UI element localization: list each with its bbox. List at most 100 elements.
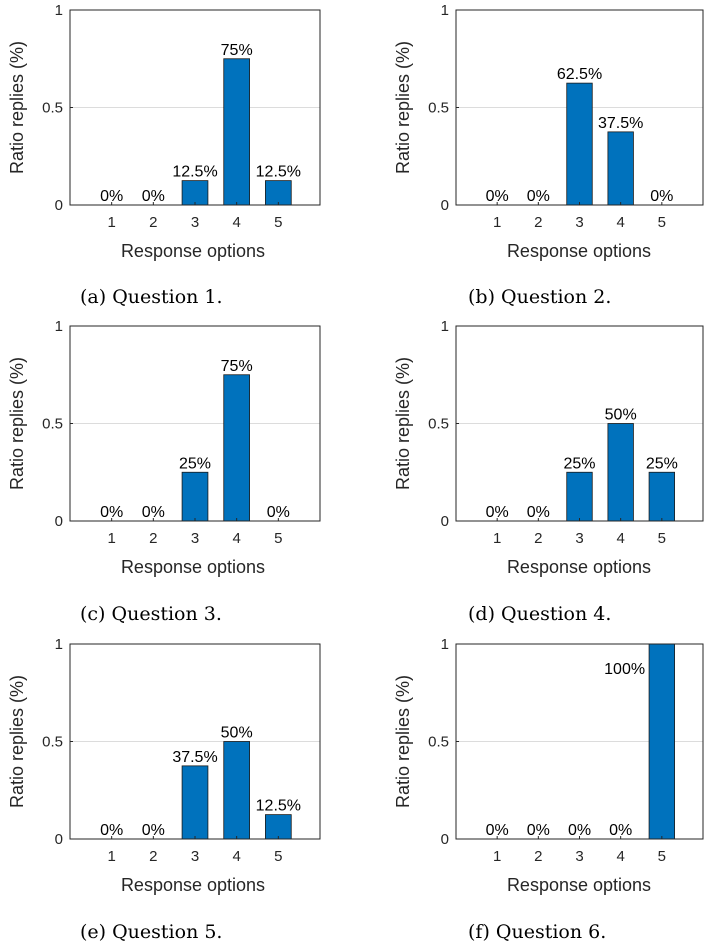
x-axis-label: Response options — [507, 241, 651, 261]
bar-3 — [181, 180, 209, 206]
y-tick-label: 1 — [441, 318, 449, 335]
bar-4 — [607, 131, 634, 206]
subfigure-caption: (b) Question 2. — [468, 286, 611, 308]
x-tick-label: 4 — [232, 848, 240, 865]
x-tick-label: 1 — [493, 848, 501, 865]
x-tick-label: 5 — [658, 214, 666, 231]
x-tick-label: 1 — [493, 530, 501, 547]
x-tick-label: 1 — [493, 214, 501, 231]
data-label: 0% — [100, 822, 123, 839]
x-tick-label: 1 — [107, 848, 115, 865]
data-label: 75% — [221, 42, 253, 59]
bar-4 — [223, 741, 250, 840]
x-axis-label: Response options — [121, 875, 265, 895]
y-tick-label: 0.5 — [42, 100, 63, 117]
x-tick-label: 3 — [191, 848, 199, 865]
chart-panel-4: 00.511 2 3 4 50% 0%25%50%25%Response optionsR… — [393, 318, 704, 625]
y-tick-label: 0 — [55, 197, 63, 214]
y-axis-label: Ratio replies (%) — [7, 675, 27, 808]
x-tick-label: 2 — [534, 214, 542, 231]
data-label: 0% — [527, 504, 550, 521]
chart-panel-3: 0 0.5 1 1 2 3 4 5 0% 0% 25% 75% 0% Response options Ra… — [7, 318, 321, 625]
subfigure-caption: (f) Question 6. — [468, 921, 606, 943]
data-label: 0% — [267, 504, 290, 521]
subfigure-caption: (d) Question 4. — [468, 603, 611, 625]
bar-4 — [607, 423, 634, 522]
data-label: 0% — [142, 504, 165, 521]
data-label: 0% — [142, 188, 165, 205]
chart-panel-6: 0 0.5 1 1 2 3 4 5 0% 0% 0% 0% 100% Response options Ra… — [393, 636, 704, 943]
chart-panel-1: 0 0.5 1 1 2 3 4 5 0% 0% 12.5% 75% 12.5% Response opti… — [7, 2, 321, 308]
x-tick-label: 4 — [616, 214, 624, 231]
x-tick-label: 4 — [616, 848, 624, 865]
data-label: 0% — [527, 188, 550, 205]
data-label: 0% — [486, 188, 509, 205]
bar-5 — [648, 643, 675, 840]
x-tick-label: 5 — [274, 530, 282, 547]
data-label: 0% — [100, 188, 123, 205]
y-tick-label: 1 — [441, 2, 449, 19]
y-tick-label: 0.5 — [428, 416, 449, 433]
data-label: 0% — [486, 822, 509, 839]
y-tick-label: 0 — [441, 831, 449, 848]
bar-3 — [181, 765, 209, 840]
subfigure-caption: (e) Question 5. — [80, 921, 222, 943]
data-label: 37.5% — [598, 115, 643, 132]
subfigure-caption: (a) Question 1. — [80, 286, 223, 308]
y-tick-label: 0.5 — [42, 416, 63, 433]
y-axis-label: Ratio replies (%) — [393, 675, 413, 808]
x-tick-label: 2 — [149, 848, 157, 865]
data-label: 12.5% — [172, 164, 217, 181]
y-tick-label: 0.5 — [428, 100, 449, 117]
x-tick-label: 2 — [534, 530, 542, 547]
bar-3 — [566, 82, 593, 206]
data-label: 100% — [604, 661, 645, 678]
x-axis-label: Response options — [121, 241, 265, 261]
chart-panel-2: 0 0.5 1 1 2 3 4 5 0% 0% 62.5% 37.5% 0% Response optio… — [393, 2, 704, 308]
y-tick-label: 1 — [441, 636, 449, 653]
y-tick-label: 0 — [441, 513, 449, 530]
data-label: 25% — [179, 455, 211, 472]
x-tick-label: 1 — [107, 530, 115, 547]
x-tick-label: 5 — [658, 848, 666, 865]
x-tick-label: 5 — [274, 848, 282, 865]
data-label: 25% — [563, 455, 595, 472]
data-label: 62.5% — [557, 66, 602, 83]
x-tick-label: 4 — [616, 530, 624, 547]
data-label: 75% — [221, 358, 253, 375]
data-label: 0% — [650, 188, 673, 205]
data-label: 0% — [486, 504, 509, 521]
x-tick-label: 3 — [191, 530, 199, 547]
x-tick-label: 3 — [575, 530, 583, 547]
x-tick-label: 2 — [534, 848, 542, 865]
x-tick-label: 3 — [191, 214, 199, 231]
x-axis-label: Response options — [121, 557, 265, 577]
bar-5 — [265, 814, 292, 840]
x-tick-label: 1 — [107, 214, 115, 231]
y-tick-label: 0 — [441, 197, 449, 214]
data-label: 50% — [605, 407, 637, 424]
x-tick-label: 5 — [658, 530, 666, 547]
x-tick-label: 4 — [232, 530, 240, 547]
chart-panel-5: 00.511 2 3 4 50% 0%37.5%50%12.5%Response opti… — [7, 636, 321, 943]
x-tick-label: 2 — [149, 530, 157, 547]
y-tick-label: 0 — [55, 513, 63, 530]
data-label: 25% — [646, 455, 678, 472]
bar-5 — [265, 180, 292, 206]
x-tick-label: 4 — [232, 214, 240, 231]
y-axis-label: Ratio replies (%) — [393, 357, 413, 490]
y-tick-label: 0 — [55, 831, 63, 848]
bar-3 — [181, 471, 209, 522]
x-tick-label: 3 — [575, 848, 583, 865]
bar-5 — [648, 471, 675, 522]
data-label: 0% — [609, 822, 632, 839]
data-label: 12.5% — [256, 798, 301, 815]
y-tick-label: 0.5 — [42, 734, 63, 751]
x-axis-label: Response options — [507, 557, 651, 577]
data-label: 37.5% — [172, 749, 217, 766]
x-tick-label: 3 — [575, 214, 583, 231]
data-label: 0% — [100, 504, 123, 521]
x-tick-label: 5 — [274, 214, 282, 231]
data-label: 12.5% — [256, 164, 301, 181]
